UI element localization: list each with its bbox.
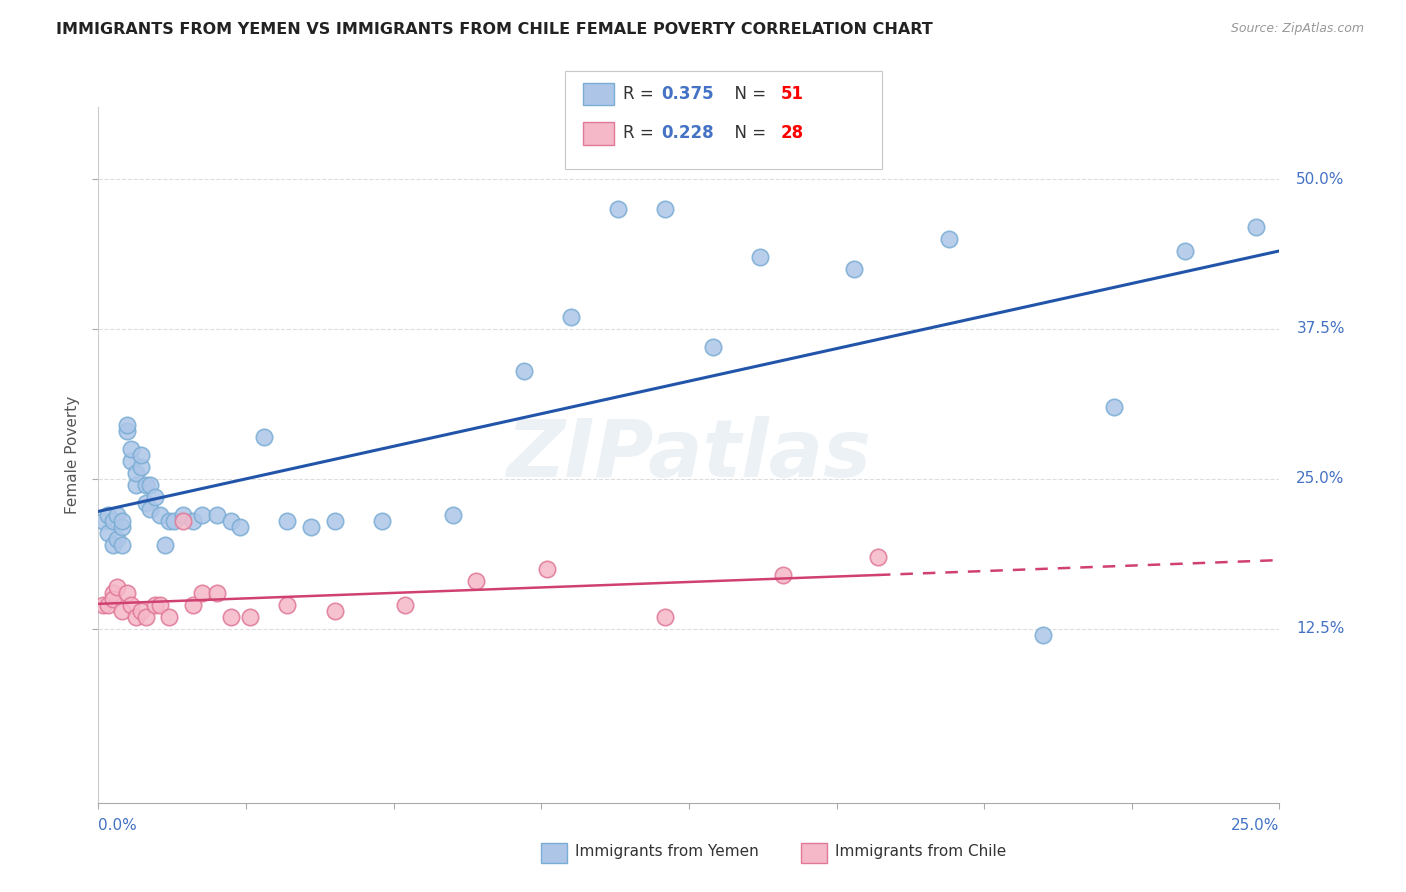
Point xyxy=(125,478,148,492)
Point xyxy=(97,525,120,540)
Text: 0.0%: 0.0% xyxy=(98,818,138,832)
Point xyxy=(1244,219,1267,234)
Point xyxy=(772,567,794,582)
Point xyxy=(111,538,134,552)
Point xyxy=(115,417,138,432)
Point xyxy=(135,610,157,624)
Text: Immigrants from Chile: Immigrants from Chile xyxy=(835,845,1007,859)
Point xyxy=(323,604,346,618)
Text: IMMIGRANTS FROM YEMEN VS IMMIGRANTS FROM CHILE FEMALE POVERTY CORRELATION CHART: IMMIGRANTS FROM YEMEN VS IMMIGRANTS FROM… xyxy=(56,22,934,37)
Text: Immigrants from Yemen: Immigrants from Yemen xyxy=(575,845,759,859)
Point xyxy=(143,490,166,504)
Point xyxy=(97,598,120,612)
Text: 25.0%: 25.0% xyxy=(1232,818,1279,832)
Point xyxy=(181,598,204,612)
Point xyxy=(560,310,582,324)
Point xyxy=(1174,244,1197,258)
Point xyxy=(135,496,157,510)
Point xyxy=(149,508,172,522)
Point xyxy=(129,459,152,474)
Point xyxy=(139,502,162,516)
Point xyxy=(394,598,416,612)
Point xyxy=(205,508,228,522)
Point xyxy=(844,262,866,277)
Point xyxy=(157,610,180,624)
Point xyxy=(299,520,322,534)
Text: R =: R = xyxy=(623,124,659,142)
Point xyxy=(702,340,724,354)
Point xyxy=(101,591,124,606)
Point xyxy=(111,604,134,618)
Point xyxy=(125,610,148,624)
Point xyxy=(172,514,194,528)
Point xyxy=(91,514,114,528)
Point xyxy=(866,549,889,564)
Point xyxy=(115,586,138,600)
Point xyxy=(239,610,262,624)
Point xyxy=(607,202,630,216)
Text: Source: ZipAtlas.com: Source: ZipAtlas.com xyxy=(1230,22,1364,36)
Point xyxy=(105,532,128,546)
Text: 12.5%: 12.5% xyxy=(1296,622,1344,636)
Point xyxy=(938,232,960,246)
Point xyxy=(371,514,394,528)
Point xyxy=(111,520,134,534)
Point xyxy=(91,598,114,612)
Point xyxy=(121,598,143,612)
Point xyxy=(536,562,558,576)
Text: 25.0%: 25.0% xyxy=(1296,471,1344,486)
Point xyxy=(121,454,143,468)
Point xyxy=(441,508,464,522)
Point xyxy=(1102,400,1125,414)
Text: N =: N = xyxy=(724,85,772,103)
Point xyxy=(149,598,172,612)
Point xyxy=(105,580,128,594)
Y-axis label: Female Poverty: Female Poverty xyxy=(65,396,80,514)
Point xyxy=(125,466,148,480)
Point xyxy=(748,250,770,264)
Point xyxy=(139,478,162,492)
Point xyxy=(121,442,143,456)
Point xyxy=(205,586,228,600)
Text: 50.0%: 50.0% xyxy=(1296,171,1344,186)
Point xyxy=(135,478,157,492)
Text: ZIPatlas: ZIPatlas xyxy=(506,416,872,494)
Point xyxy=(129,604,152,618)
Point xyxy=(163,514,186,528)
Point xyxy=(105,508,128,522)
Point xyxy=(115,424,138,438)
Text: 28: 28 xyxy=(780,124,803,142)
Point xyxy=(111,514,134,528)
Text: 0.228: 0.228 xyxy=(661,124,713,142)
Text: 0.375: 0.375 xyxy=(661,85,713,103)
Point xyxy=(253,430,276,444)
Point xyxy=(101,586,124,600)
Point xyxy=(276,598,298,612)
Point xyxy=(191,508,214,522)
Point xyxy=(229,520,252,534)
Point xyxy=(654,610,676,624)
Text: 37.5%: 37.5% xyxy=(1296,321,1344,336)
Point xyxy=(1032,628,1054,642)
Point xyxy=(172,508,194,522)
Point xyxy=(219,514,242,528)
Point xyxy=(101,514,124,528)
Point xyxy=(512,364,534,378)
Point xyxy=(97,508,120,522)
Point xyxy=(129,448,152,462)
Point xyxy=(143,598,166,612)
Point xyxy=(323,514,346,528)
Point xyxy=(153,538,176,552)
Point xyxy=(181,514,204,528)
Point xyxy=(101,538,124,552)
Point xyxy=(654,202,676,216)
Text: N =: N = xyxy=(724,124,772,142)
Point xyxy=(157,514,180,528)
Point xyxy=(219,610,242,624)
Text: R =: R = xyxy=(623,85,659,103)
Point xyxy=(465,574,488,588)
Point xyxy=(276,514,298,528)
Point xyxy=(191,586,214,600)
Text: 51: 51 xyxy=(780,85,803,103)
